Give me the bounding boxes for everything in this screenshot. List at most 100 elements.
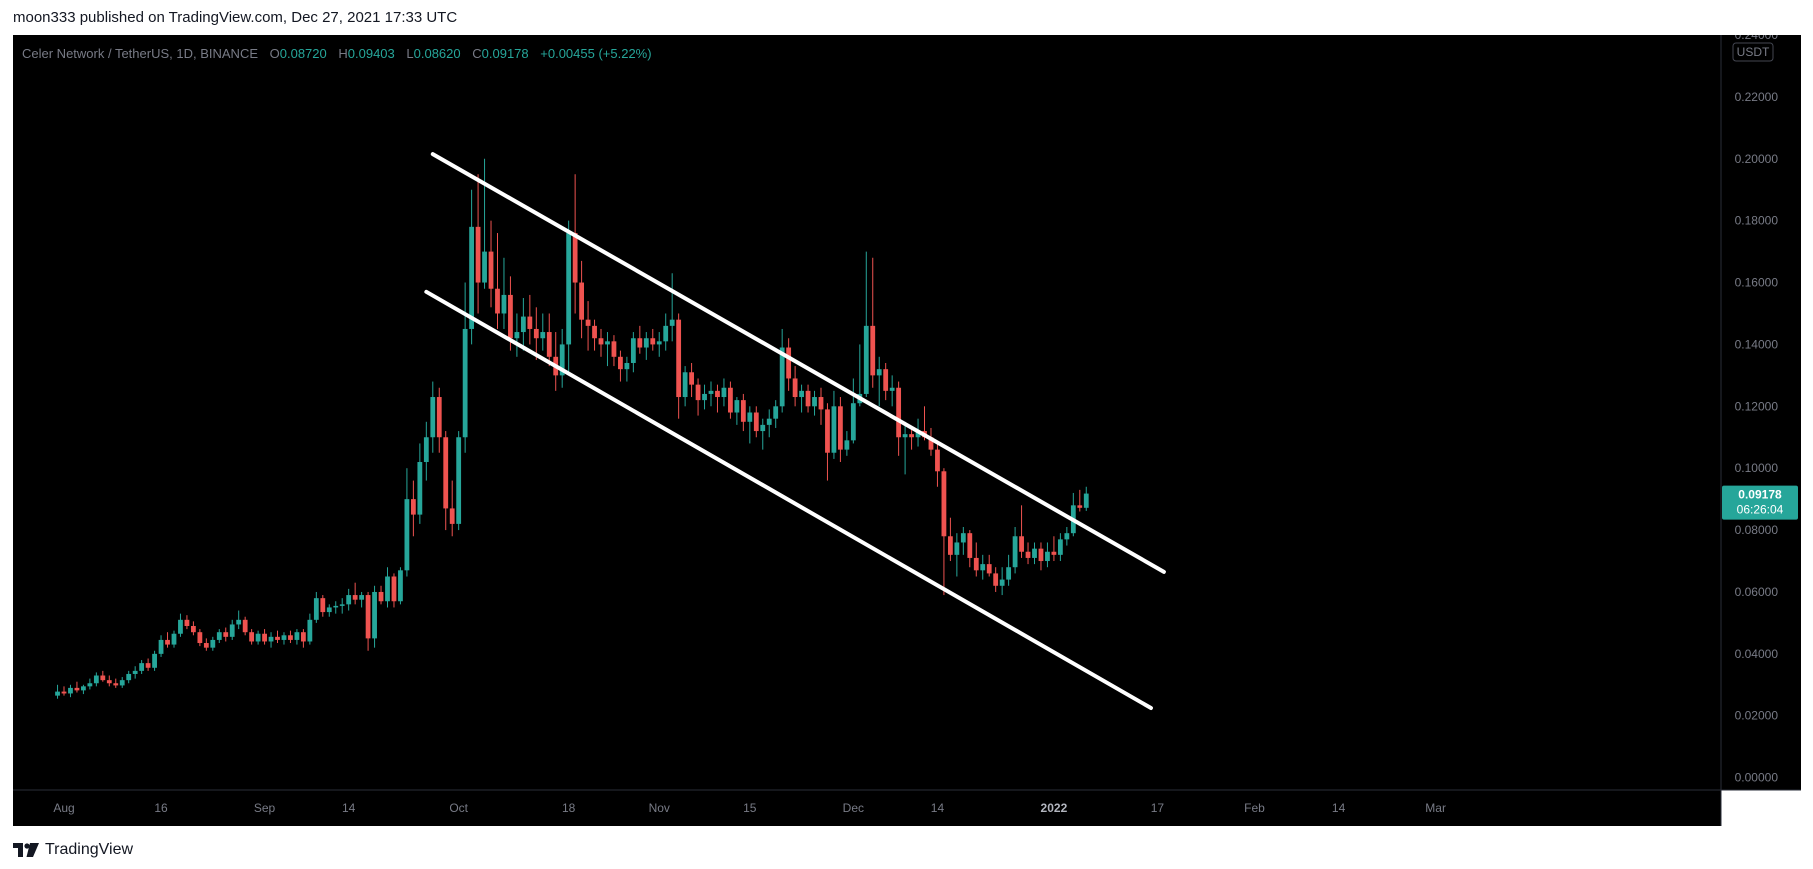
candle[interactable] xyxy=(1025,542,1031,565)
candle[interactable] xyxy=(55,684,60,699)
candle[interactable] xyxy=(61,686,67,696)
candle[interactable] xyxy=(740,393,746,432)
candle[interactable] xyxy=(74,681,80,693)
candle[interactable] xyxy=(139,660,145,674)
candle[interactable] xyxy=(281,632,287,645)
candle[interactable] xyxy=(475,174,481,314)
candle[interactable] xyxy=(365,591,371,651)
candle[interactable] xyxy=(643,332,649,360)
candle[interactable] xyxy=(676,313,682,419)
candle[interactable] xyxy=(87,678,93,690)
candle[interactable] xyxy=(165,632,170,648)
candle[interactable] xyxy=(449,480,455,537)
candle[interactable] xyxy=(339,598,345,614)
candle[interactable] xyxy=(294,629,300,645)
candle[interactable] xyxy=(262,629,267,645)
candle[interactable] xyxy=(443,431,449,531)
candle[interactable] xyxy=(132,666,138,679)
candle[interactable] xyxy=(663,313,669,351)
candle[interactable] xyxy=(947,517,953,562)
candle[interactable] xyxy=(682,366,688,407)
candle[interactable] xyxy=(229,619,235,640)
candle[interactable] xyxy=(288,630,293,644)
candle[interactable] xyxy=(93,672,99,687)
candle[interactable] xyxy=(236,610,242,630)
candle[interactable] xyxy=(598,328,604,357)
candle[interactable] xyxy=(973,542,979,577)
candle[interactable] xyxy=(630,332,636,373)
candle[interactable] xyxy=(119,677,125,688)
candle[interactable] xyxy=(734,397,740,425)
candle[interactable] xyxy=(178,613,183,637)
trendline[interactable] xyxy=(424,289,1153,711)
candle[interactable] xyxy=(1077,489,1083,512)
candle[interactable] xyxy=(954,533,960,577)
candle[interactable] xyxy=(68,684,73,698)
candle[interactable] xyxy=(876,356,882,407)
candle[interactable] xyxy=(960,526,966,555)
candle[interactable] xyxy=(300,629,306,648)
candle[interactable] xyxy=(980,554,986,580)
tradingview-brand[interactable]: TradingView xyxy=(45,841,134,858)
candle[interactable] xyxy=(812,390,817,416)
candle[interactable] xyxy=(423,421,429,481)
candle[interactable] xyxy=(249,629,255,645)
candle[interactable] xyxy=(695,378,701,416)
candle[interactable] xyxy=(1045,542,1050,568)
candle[interactable] xyxy=(326,604,332,617)
candle[interactable] xyxy=(203,638,209,651)
candle[interactable] xyxy=(831,390,837,459)
candle[interactable] xyxy=(171,630,177,648)
candle[interactable] xyxy=(986,554,992,577)
candle[interactable] xyxy=(333,601,339,614)
candle[interactable] xyxy=(106,675,112,687)
candlestick-chart[interactable]: 0.00000 0.02000 0.04000 0.06000 0.08000 0.100… xyxy=(13,28,1801,826)
candle[interactable] xyxy=(320,595,326,617)
candle[interactable] xyxy=(805,384,811,413)
candle[interactable] xyxy=(100,670,106,682)
candle[interactable] xyxy=(747,406,753,444)
candle[interactable] xyxy=(430,381,436,453)
candle[interactable] xyxy=(1064,526,1070,546)
candle[interactable] xyxy=(838,397,843,463)
candle[interactable] xyxy=(753,406,759,438)
candle[interactable] xyxy=(417,443,423,524)
footer[interactable]: TradingView xyxy=(13,839,133,861)
candle[interactable] xyxy=(883,362,889,401)
candle[interactable] xyxy=(941,468,947,596)
candle[interactable] xyxy=(184,615,190,630)
candle[interactable] xyxy=(410,480,416,537)
candle[interactable] xyxy=(760,418,766,450)
candle[interactable] xyxy=(669,273,675,342)
candle[interactable] xyxy=(689,362,694,398)
candle[interactable] xyxy=(928,427,934,456)
candle[interactable] xyxy=(404,468,410,577)
candle[interactable] xyxy=(967,530,973,568)
candle[interactable] xyxy=(863,251,869,398)
symbol-legend[interactable]: Celer Network / TetherUS, 1D, BINANCE O0… xyxy=(22,46,652,61)
candle[interactable] xyxy=(909,427,914,450)
candle[interactable] xyxy=(935,443,940,487)
candle[interactable] xyxy=(656,332,662,357)
time-axis[interactable]: Aug 16 Sep 14 Oct 18 Nov 15 Dec 14 2022 17 Feb 14 Mar xyxy=(53,801,1446,815)
candle[interactable] xyxy=(113,678,119,688)
candle[interactable] xyxy=(818,387,824,425)
candle[interactable] xyxy=(352,582,358,605)
candle[interactable] xyxy=(275,630,280,644)
candle[interactable] xyxy=(792,366,798,407)
candle[interactable] xyxy=(1038,542,1044,571)
candle[interactable] xyxy=(1032,542,1037,565)
candle[interactable] xyxy=(799,384,804,413)
candle[interactable] xyxy=(197,629,203,647)
candle[interactable] xyxy=(870,257,876,388)
candle[interactable] xyxy=(1019,505,1024,558)
trendline[interactable] xyxy=(430,152,1166,574)
candle[interactable] xyxy=(708,381,714,407)
candle[interactable] xyxy=(488,220,494,308)
candle[interactable] xyxy=(462,282,468,453)
candle[interactable] xyxy=(1083,486,1089,511)
candle[interactable] xyxy=(514,313,520,357)
candle[interactable] xyxy=(456,431,462,531)
candle[interactable] xyxy=(372,585,377,648)
candle[interactable] xyxy=(158,635,164,657)
